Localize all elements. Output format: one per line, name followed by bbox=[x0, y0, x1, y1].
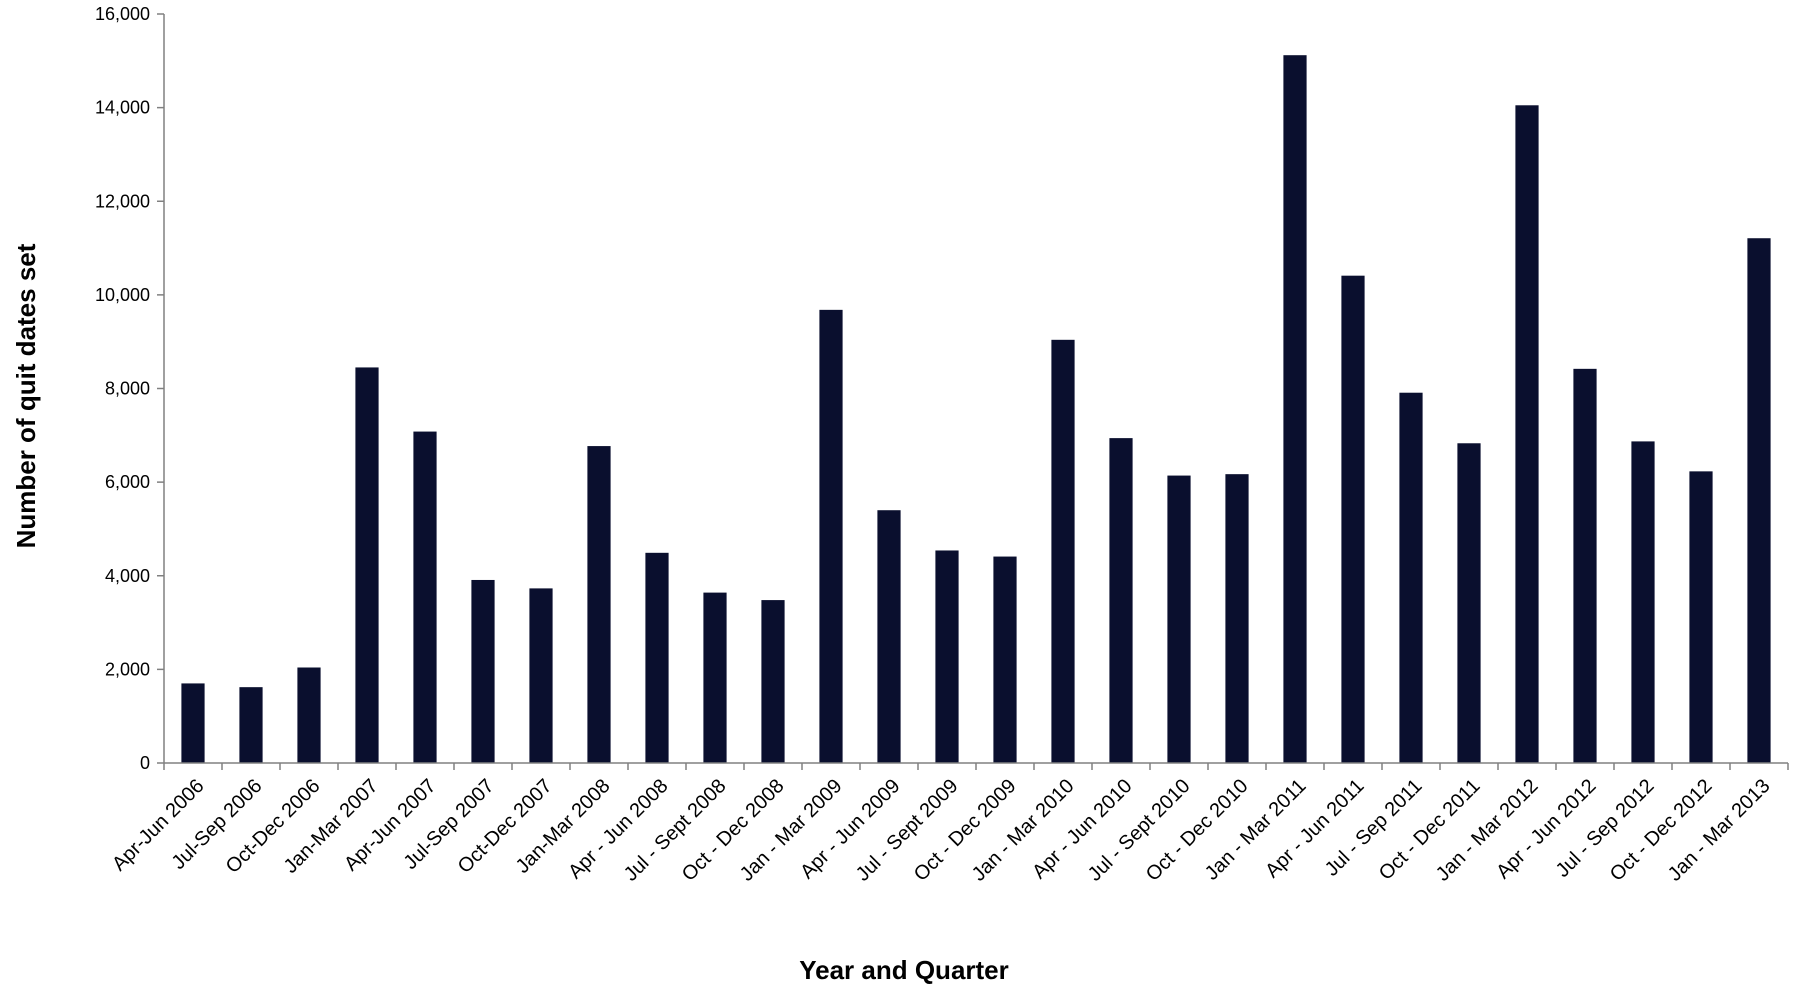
bar bbox=[761, 600, 785, 763]
y-tick-label: 14,000 bbox=[95, 98, 150, 118]
bar bbox=[1109, 438, 1133, 763]
bar bbox=[877, 510, 901, 763]
x-tick-label: Jan - Mar 2013 bbox=[1664, 775, 1775, 886]
bar bbox=[297, 667, 321, 763]
bar bbox=[993, 556, 1017, 763]
bar bbox=[1747, 238, 1771, 763]
bar bbox=[413, 431, 437, 763]
x-tick-label: Oct - Dec 2012 bbox=[1606, 775, 1717, 886]
bar bbox=[1457, 443, 1481, 763]
bar bbox=[1399, 392, 1423, 763]
bar bbox=[819, 309, 843, 763]
bar bbox=[1631, 441, 1655, 763]
x-tick-label: Apr - Jun 2008 bbox=[564, 775, 672, 883]
x-tick-label: Jan - Mar 2010 bbox=[968, 775, 1079, 886]
x-tick-label: Apr - Jun 2010 bbox=[1028, 775, 1136, 883]
x-tick-label: Apr - Jun 2012 bbox=[1492, 775, 1600, 883]
bar bbox=[1051, 339, 1075, 763]
y-tick-label: 0 bbox=[140, 753, 150, 773]
x-tick-label: Apr - Jun 2009 bbox=[796, 775, 904, 883]
x-tick-label: Oct - Dec 2011 bbox=[1375, 775, 1485, 885]
bar bbox=[1341, 275, 1365, 763]
y-tick-label: 8,000 bbox=[105, 379, 150, 399]
y-tick-label: 6,000 bbox=[105, 472, 150, 492]
bar bbox=[1573, 368, 1597, 763]
bar bbox=[1167, 475, 1191, 763]
x-axis-title: Year and Quarter bbox=[799, 955, 1009, 985]
x-tick-label: Apr - Jun 2011 bbox=[1261, 775, 1368, 882]
x-tick-label: Jan - Mar 2009 bbox=[736, 775, 847, 886]
bar bbox=[703, 592, 727, 763]
bars bbox=[181, 55, 1771, 764]
x-tick-label: Oct - Dec 2010 bbox=[1142, 775, 1253, 886]
bar bbox=[1689, 471, 1713, 763]
bar bbox=[1225, 474, 1249, 763]
bar bbox=[181, 683, 205, 763]
x-tick-label: Oct - Dec 2009 bbox=[910, 775, 1021, 886]
x-tick-label: Jul - Sept 2009 bbox=[852, 775, 963, 886]
bar bbox=[935, 550, 959, 763]
bar bbox=[1515, 105, 1539, 764]
y-tick-label: 16,000 bbox=[95, 4, 150, 24]
bar bbox=[471, 579, 495, 763]
y-tick-label: 12,000 bbox=[95, 191, 150, 211]
bar bbox=[1283, 55, 1307, 763]
x-tick-label: Jul - Sept 2008 bbox=[620, 775, 731, 886]
x-tick-label: Jan - Mar 2012 bbox=[1432, 775, 1543, 886]
y-tick-label: 4,000 bbox=[105, 566, 150, 586]
y-axis-title: Number of quit dates set bbox=[11, 243, 41, 548]
y-tick-label: 2,000 bbox=[105, 659, 150, 679]
y-axis: 0 2,000 4,000 6,000 8,000 10,000 12,000 14,000 1… bbox=[95, 4, 165, 773]
bar bbox=[239, 687, 263, 763]
bar bbox=[355, 367, 379, 763]
bar bbox=[529, 588, 553, 763]
bar bbox=[587, 446, 611, 763]
bar bbox=[645, 552, 669, 763]
x-tick-label: Jan - Mar 2011 bbox=[1201, 775, 1311, 885]
y-tick-label: 10,000 bbox=[95, 285, 150, 305]
x-tick-label: Oct - Dec 2008 bbox=[678, 775, 789, 886]
x-tick-label: Jul - Sept 2010 bbox=[1084, 775, 1195, 886]
